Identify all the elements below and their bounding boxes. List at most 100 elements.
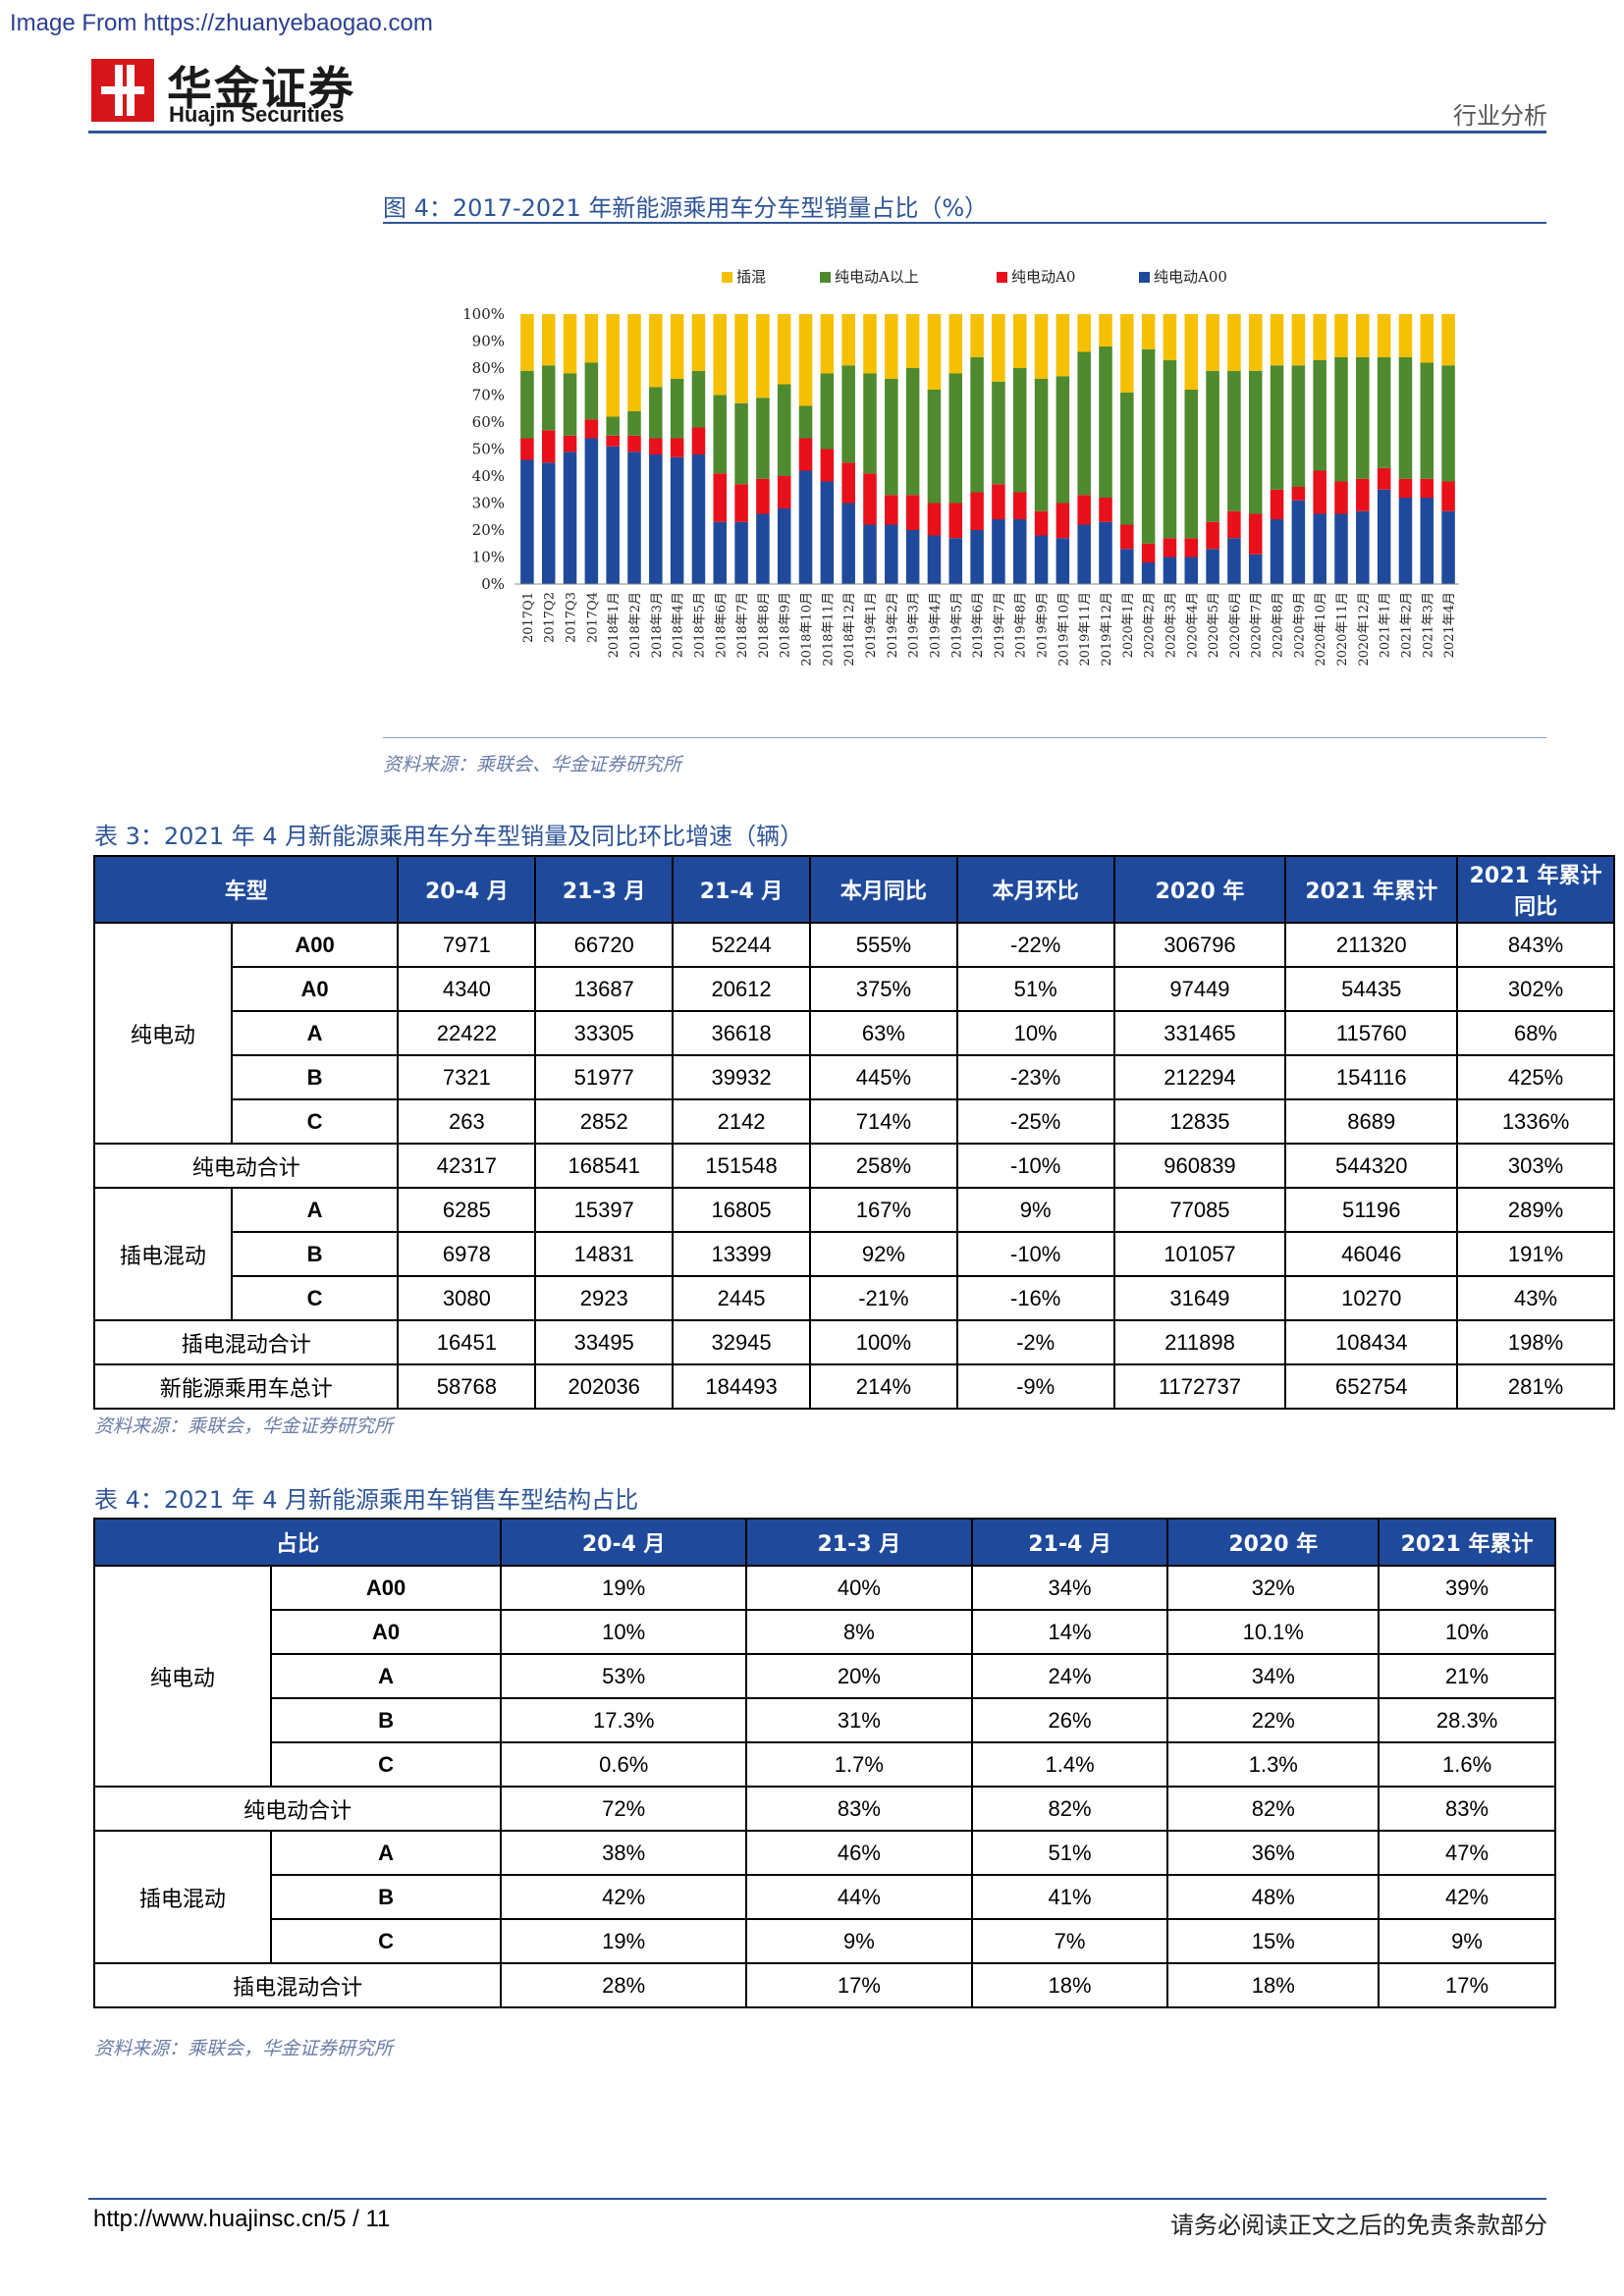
table-cell: 53% bbox=[500, 1653, 748, 1699]
table-cell: 39% bbox=[1378, 1565, 1556, 1611]
table-cell: -16% bbox=[955, 1275, 1115, 1321]
bar-segment bbox=[1099, 347, 1112, 498]
table-cell: 42317 bbox=[397, 1143, 537, 1189]
x-tick-label: 2018年6月 bbox=[714, 592, 729, 658]
bar-segment bbox=[1356, 478, 1370, 511]
footer-url-page[interactable]: http://www.huajinsc.cn/5 / 11 bbox=[93, 2206, 391, 2232]
bar-segment bbox=[627, 314, 641, 411]
row-label: A bbox=[269, 1653, 503, 1699]
bar-segment bbox=[756, 398, 770, 479]
table-cell: 202036 bbox=[534, 1363, 675, 1410]
table-cell: 960839 bbox=[1112, 1143, 1287, 1189]
table3-caption: 表 3：2021 年 4 月新能源乘用车分车型销量及同比环比增速（辆） bbox=[94, 823, 804, 850]
bar-segment bbox=[756, 314, 770, 399]
bar-segment bbox=[1163, 538, 1177, 558]
table-cell: 1.6% bbox=[1378, 1741, 1556, 1788]
x-tick-label: 2019年3月 bbox=[907, 592, 922, 658]
bar-segment bbox=[713, 395, 728, 474]
bar-segment bbox=[798, 405, 813, 439]
bar-segment bbox=[713, 473, 728, 522]
table-cell: 10% bbox=[1378, 1609, 1556, 1655]
x-tick-label: 2020年9月 bbox=[1292, 592, 1307, 658]
table-cell: 28% bbox=[500, 1962, 748, 2008]
bar-segment bbox=[649, 454, 663, 584]
table-cell: 1336% bbox=[1456, 1098, 1615, 1145]
bar-segment bbox=[691, 427, 706, 454]
bar-segment bbox=[649, 387, 663, 439]
table-cell: 211320 bbox=[1284, 922, 1459, 968]
table-cell: 92% bbox=[809, 1231, 958, 1277]
bar-segment bbox=[1077, 495, 1091, 525]
bar-segment bbox=[1377, 489, 1391, 584]
table-row: B 6978 14831 13399 92% -10% 101057 46046 191% bbox=[94, 1231, 1615, 1277]
bar-segment bbox=[1313, 470, 1326, 514]
table-row: 插电混动 A 38% 46% 51% 36% 47% bbox=[93, 1830, 1556, 1964]
group-label: 插电混动 bbox=[93, 1830, 272, 1964]
table-cell: 4340 bbox=[397, 966, 537, 1012]
table-cell: 281% bbox=[1456, 1363, 1615, 1410]
column-header: 21-4 月 bbox=[672, 855, 811, 924]
table-cell: 9% bbox=[955, 1187, 1115, 1233]
bar-segment bbox=[1227, 510, 1241, 539]
row-label: A00 bbox=[269, 1565, 503, 1611]
x-tick-label: 2019年8月 bbox=[1014, 592, 1029, 658]
bar-segment bbox=[1099, 498, 1112, 522]
bar-segment bbox=[1420, 498, 1435, 584]
table-cell: 34% bbox=[970, 1565, 1169, 1611]
x-tick-label: 2018年2月 bbox=[628, 592, 643, 658]
table-cell: 36618 bbox=[672, 1010, 811, 1056]
bar-segment bbox=[927, 314, 942, 390]
bar-segment bbox=[1056, 538, 1070, 584]
bar-segment bbox=[606, 435, 620, 447]
brand-name-en: Huajin Securities bbox=[169, 102, 345, 127]
x-tick-label: 2018年11月 bbox=[821, 592, 836, 667]
table-cell: 47% bbox=[1378, 1830, 1556, 1876]
bar-segment bbox=[1099, 521, 1112, 584]
table-cell: 17% bbox=[745, 1962, 973, 2008]
bar-segment bbox=[820, 373, 835, 450]
table-cell: 20612 bbox=[672, 966, 811, 1012]
table-cell: 54435 bbox=[1284, 966, 1459, 1012]
column-header: 2021 年累计 bbox=[1284, 855, 1459, 924]
legend-swatch bbox=[1139, 272, 1150, 283]
column-header: 21-3 月 bbox=[534, 855, 675, 924]
bar-segment bbox=[1227, 538, 1241, 584]
table-cell: 14831 bbox=[534, 1231, 675, 1277]
bar-segment bbox=[584, 438, 599, 584]
table-cell: 22% bbox=[1166, 1697, 1380, 1743]
bar-segment bbox=[970, 314, 984, 357]
bar-segment bbox=[1206, 549, 1219, 584]
y-tick-label: 0% bbox=[481, 575, 505, 593]
table-row: B 42% 44% 41% 48% 42% bbox=[94, 1874, 1556, 1920]
bar-segment bbox=[541, 365, 556, 431]
table-cell: 17% bbox=[1378, 1962, 1556, 2008]
bar-segment bbox=[1163, 557, 1177, 584]
bar-segment bbox=[520, 459, 534, 584]
table-cell: 843% bbox=[1456, 922, 1615, 968]
x-tick-label: 2020年4月 bbox=[1185, 592, 1200, 658]
bar-segment bbox=[1077, 314, 1091, 352]
row-label: A00 bbox=[230, 922, 400, 968]
x-tick-label: 2020年10月 bbox=[1314, 592, 1328, 667]
bar-segment bbox=[905, 530, 920, 584]
bar-segment bbox=[1120, 392, 1134, 525]
bar-segment bbox=[1163, 359, 1177, 539]
bar-segment bbox=[1377, 357, 1391, 468]
table-cell: 445% bbox=[809, 1054, 958, 1100]
bar-segment bbox=[1141, 543, 1156, 562]
bar-segment bbox=[584, 314, 599, 363]
bar-segment bbox=[541, 430, 556, 463]
bar-segment bbox=[1056, 376, 1070, 504]
bar-segment bbox=[1141, 314, 1156, 349]
x-tick-label: 2020年11月 bbox=[1335, 592, 1350, 667]
x-tick-label: 2019年6月 bbox=[971, 592, 986, 658]
table-cell: 191% bbox=[1456, 1231, 1615, 1277]
bar-segment bbox=[1206, 521, 1219, 550]
bar-segment bbox=[1077, 351, 1091, 496]
legend-label: 插混 bbox=[736, 268, 766, 286]
table-row: 插电混动 A 6285 15397 16805 167% 9% 77085 51196 289% bbox=[93, 1187, 1615, 1321]
x-tick-label: 2018年5月 bbox=[692, 592, 707, 658]
bar-segment bbox=[1184, 314, 1199, 390]
bar-segment bbox=[905, 368, 920, 496]
x-tick-label: 2020年7月 bbox=[1250, 592, 1265, 658]
